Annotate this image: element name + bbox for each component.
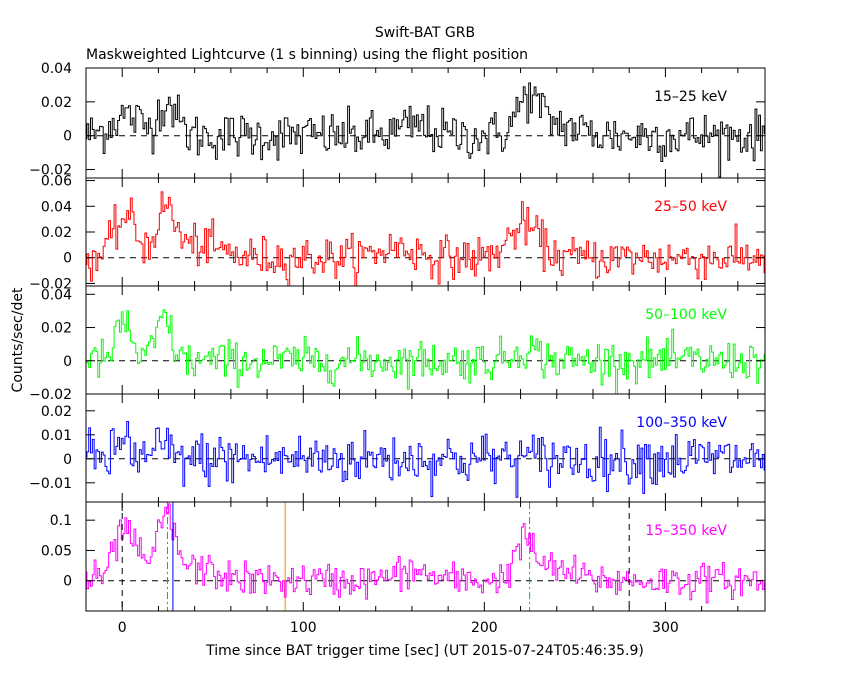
band-label: 15–350 keV xyxy=(645,523,727,539)
y-tick-label: 0 xyxy=(63,129,72,145)
light-curve xyxy=(86,309,765,394)
panels-group: −0.02 0 0.02 0.04 15–25 keV −0.02 0 0.02 0.04 0.0… xyxy=(29,61,766,636)
y-tick-label: −0.02 xyxy=(29,276,72,292)
y-tick-label: 0 xyxy=(63,251,72,267)
x-axis-label: Time since BAT trigger time [sec] (UT 20… xyxy=(205,643,644,659)
light-curve xyxy=(86,420,765,498)
y-tick-label: 0.02 xyxy=(41,95,72,111)
panel-50-100-kev: −0.02 0 0.02 0.04 50–100 keV xyxy=(29,285,766,403)
band-label: 15–25 keV xyxy=(654,89,727,105)
panel-15-25-kev: −0.02 0 0.02 0.04 15–25 keV xyxy=(29,61,766,179)
panel-frame xyxy=(85,177,766,287)
light-curve xyxy=(86,503,765,604)
x-tick-label: 300 xyxy=(652,620,679,636)
y-axis-label: Counts/sec/det xyxy=(10,287,26,392)
y-tick-label: 0 xyxy=(63,452,72,468)
y-tick-label: 0.02 xyxy=(41,321,72,337)
y-tick-label: 0 xyxy=(63,574,72,590)
y-tick-label: 0.04 xyxy=(41,199,72,215)
y-tick-label: 0.02 xyxy=(41,404,72,420)
panel-15-350-kev: 0 0.05 0.1 15–350 keV xyxy=(41,501,766,612)
y-tick-label: 0.05 xyxy=(41,543,72,559)
panel-25-50-kev: −0.02 0 0.02 0.04 0.06 25–50 keV xyxy=(29,174,766,292)
x-tick-label: 0 xyxy=(118,620,127,636)
y-tick-label: −0.02 xyxy=(29,387,72,403)
light-curve xyxy=(86,82,765,178)
y-tick-label: −0.01 xyxy=(29,476,72,492)
y-tick-label: 0.1 xyxy=(50,513,72,529)
panel-frame xyxy=(85,501,766,612)
y-tick-label: −0.02 xyxy=(29,163,72,179)
figure-title: Swift-BAT GRB xyxy=(375,25,475,41)
x-tick-label: 200 xyxy=(471,620,498,636)
y-tick-label: 0.01 xyxy=(41,428,72,444)
y-tick-label: 0.04 xyxy=(41,61,72,77)
figure-subtitle: Maskweighted Lightcurve (1 s binning) us… xyxy=(86,47,528,63)
y-tick-label: 0 xyxy=(63,354,72,370)
band-label: 50–100 keV xyxy=(645,307,727,323)
x-tick-label: 100 xyxy=(290,620,317,636)
y-tick-label: 0.06 xyxy=(41,174,72,190)
light-curve xyxy=(86,191,765,286)
band-label: 25–50 keV xyxy=(654,199,727,215)
y-tick-label: 0.04 xyxy=(41,287,72,303)
y-tick-label: 0.02 xyxy=(41,225,72,241)
panel-100-350-kev: −0.01 0 0.01 0.02 100–350 keV xyxy=(29,393,766,503)
band-label: 100–350 keV xyxy=(636,415,727,431)
panel-frame xyxy=(85,285,766,395)
